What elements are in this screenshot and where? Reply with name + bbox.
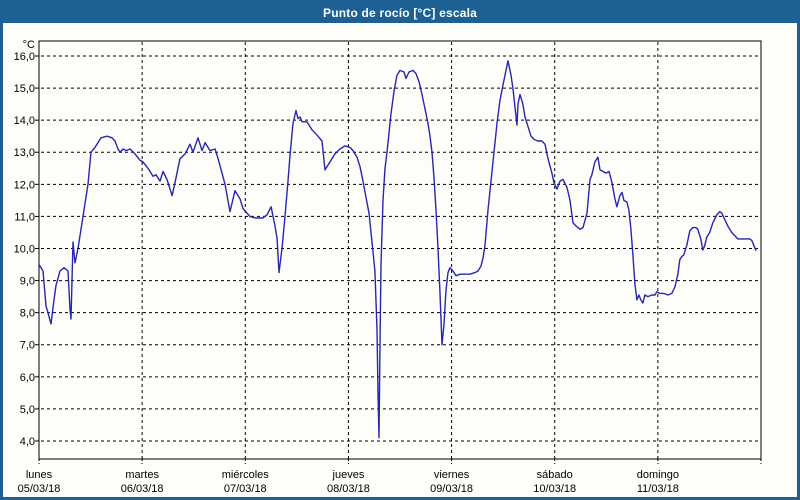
y-tick-label: 5,0	[20, 404, 35, 416]
y-tick-label: 12,0	[14, 179, 35, 191]
plot-border	[38, 40, 762, 460]
y-tick-label: 11,0	[14, 211, 35, 223]
day-date-label: 07/03/18	[224, 483, 267, 495]
y-tick-label: 7,0	[20, 340, 35, 352]
day-date-label: 06/03/18	[121, 483, 164, 495]
y-tick-label: 15,0	[14, 83, 35, 95]
day-date-label: 11/03/18	[637, 483, 679, 495]
day-date-label: 10/03/18	[533, 483, 576, 495]
y-tick-label: 8,0	[20, 308, 35, 320]
day-name-label: sábado	[537, 469, 573, 481]
day-date-label: 08/03/18	[327, 483, 370, 495]
y-tick-label: 4,0	[20, 436, 35, 448]
y-tick-label: 9,0	[20, 276, 35, 288]
day-date-label: 05/03/18	[18, 483, 61, 495]
y-tick-label: 13,0	[14, 147, 35, 159]
day-date-label: 09/03/18	[430, 483, 473, 495]
y-unit-label: °C	[23, 39, 35, 51]
day-name-label: miércoles	[222, 469, 270, 481]
day-name-label: martes	[125, 469, 159, 481]
day-name-label: jueves	[332, 469, 365, 481]
dew-point-line	[38, 60, 757, 439]
day-name-label: viernes	[434, 469, 470, 481]
y-tick-label: 14,0	[14, 115, 35, 127]
window-titlebar: Punto de rocío [°C] escala	[3, 3, 797, 23]
day-name-label: domingo	[637, 469, 679, 481]
y-tick-label: 6,0	[20, 372, 35, 384]
dew-point-chart-canvas: 16,0 15,0 14,0 13,0 12,0 11,0 10,0 9,0 8,0 7,0 6,0…	[14, 39, 762, 495]
y-tick-label: 10,0	[14, 243, 35, 255]
day-name-label: lunes	[26, 469, 53, 481]
y-tick-label: 16,0	[14, 51, 35, 63]
chart-title: Punto de rocío [°C] escala	[322, 6, 478, 20]
